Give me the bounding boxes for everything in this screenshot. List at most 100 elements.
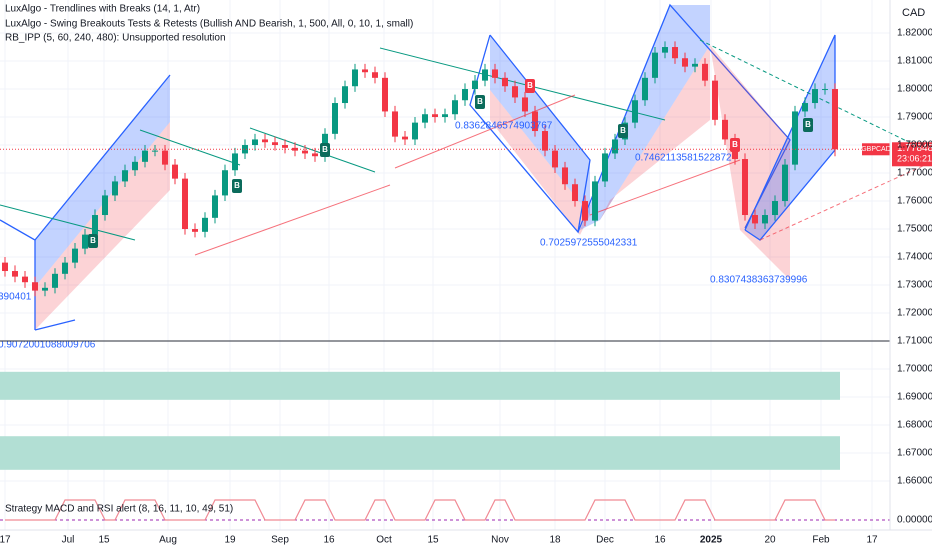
- candle-body: [282, 145, 288, 148]
- candle-body: [122, 170, 128, 182]
- marker: B: [805, 120, 811, 129]
- candle-body: [272, 142, 278, 146]
- candle-body: [372, 72, 378, 78]
- x-tick-label: Jul: [62, 535, 75, 546]
- x-tick-label: Oct: [376, 535, 392, 546]
- candle-body: [612, 139, 618, 154]
- candle-body: [472, 80, 478, 90]
- x-tick-label: 2025: [700, 535, 723, 546]
- candle-body: [512, 86, 518, 98]
- candle-body: [592, 181, 598, 221]
- candle-body: [562, 167, 568, 185]
- annotation: 0.7025972555042331: [540, 238, 638, 249]
- candle-body: [802, 103, 808, 112]
- candle-body: [492, 69, 498, 78]
- marker-bg: [618, 124, 628, 138]
- candle-body: [162, 150, 168, 165]
- candle-body: [442, 114, 448, 118]
- candle-body: [762, 215, 768, 224]
- legend-item: LuxAlgo - Trendlines with Breaks (14, 1,…: [5, 4, 200, 15]
- candle-body: [772, 201, 778, 216]
- candle-body: [652, 52, 658, 78]
- candle-body: [72, 248, 78, 263]
- candle-body: [822, 89, 828, 91]
- marker: B: [620, 126, 626, 135]
- candle-body: [132, 161, 138, 171]
- candle-body: [502, 77, 508, 87]
- zone: [0, 436, 840, 470]
- candle-body: [362, 69, 368, 73]
- candle-body: [92, 215, 98, 235]
- marker-bg: [525, 79, 535, 93]
- candle-body: [572, 184, 578, 202]
- candle-body: [332, 103, 338, 134]
- y2-tick-label: 0.00000: [897, 515, 932, 526]
- candle-body: [32, 282, 38, 291]
- annotation: 0.7462113581522872: [635, 153, 732, 164]
- y-tick-label: 1.81000: [897, 56, 932, 67]
- x-tick-label: Sep: [271, 535, 289, 546]
- candle-body: [642, 77, 648, 101]
- candle-body: [462, 89, 468, 101]
- annotation: 0.8362846574903767: [455, 121, 553, 132]
- candle-body: [112, 181, 118, 196]
- candle-body: [312, 153, 318, 157]
- candle-body: [12, 271, 18, 277]
- candle-body: [252, 139, 258, 146]
- y-tick-label: 1.74000: [897, 252, 932, 263]
- candle-body: [152, 150, 158, 152]
- candle-body: [552, 150, 558, 168]
- candle-body: [432, 114, 438, 118]
- candle-body: [782, 164, 788, 202]
- indicator-title: Strategy MACD and RSI alert (8, 16, 11, …: [5, 504, 233, 515]
- candle-body: [632, 100, 638, 123]
- marker: B: [322, 145, 328, 154]
- y-tick-label: 1.68000: [897, 420, 932, 431]
- candle-body: [342, 86, 348, 104]
- zones: [0, 371, 840, 470]
- candle-body: [62, 262, 68, 274]
- candle-body: [82, 234, 88, 249]
- marker: B: [90, 236, 96, 245]
- candle-body: [452, 100, 458, 115]
- candle-body: [202, 217, 208, 232]
- last-price-label: 1.77848: [897, 143, 932, 154]
- candle-body: [682, 58, 688, 67]
- candle-body: [182, 178, 188, 230]
- candle-body: [792, 111, 798, 165]
- marker-bg: [320, 143, 330, 157]
- y-tick-label: 1.70000: [897, 364, 932, 375]
- y-tick-label: 1.79000: [897, 112, 932, 123]
- y-tick-label: 1.67000: [897, 448, 932, 459]
- y-tick-label: 1.66000: [897, 476, 932, 487]
- y-tick-label: 1.77000: [897, 168, 932, 179]
- candle-body: [672, 47, 678, 59]
- x-tick-label: Nov: [491, 535, 509, 546]
- candle-body: [382, 77, 388, 112]
- channels: [0, 3, 926, 331]
- candle-body: [602, 153, 608, 182]
- candle-body: [422, 114, 428, 123]
- y-tick-label: 1.71000: [897, 336, 932, 347]
- candle-body: [262, 139, 268, 143]
- candle-body: [2, 262, 8, 272]
- candle-body: [522, 97, 528, 112]
- marker: B: [732, 140, 738, 149]
- y-tick-label: 1.78000: [897, 140, 932, 151]
- candle-body: [712, 80, 718, 120]
- candle-body: [412, 122, 418, 140]
- candle-body: [832, 89, 838, 150]
- candle-body: [302, 150, 308, 154]
- legend-item: LuxAlgo - Swing Breakouts Tests & Retest…: [5, 19, 413, 30]
- x-tick-label: 16: [323, 535, 335, 546]
- candle-body: [692, 63, 698, 67]
- candle-body: [102, 195, 108, 216]
- marker: B: [477, 97, 483, 106]
- marker: B: [234, 181, 240, 190]
- x-tick-label: Aug: [159, 535, 177, 546]
- indicator-line: [5, 499, 835, 521]
- candle-body: [52, 273, 58, 288]
- marker-bg: [730, 138, 740, 152]
- y-tick-label: 1.73000: [897, 280, 932, 291]
